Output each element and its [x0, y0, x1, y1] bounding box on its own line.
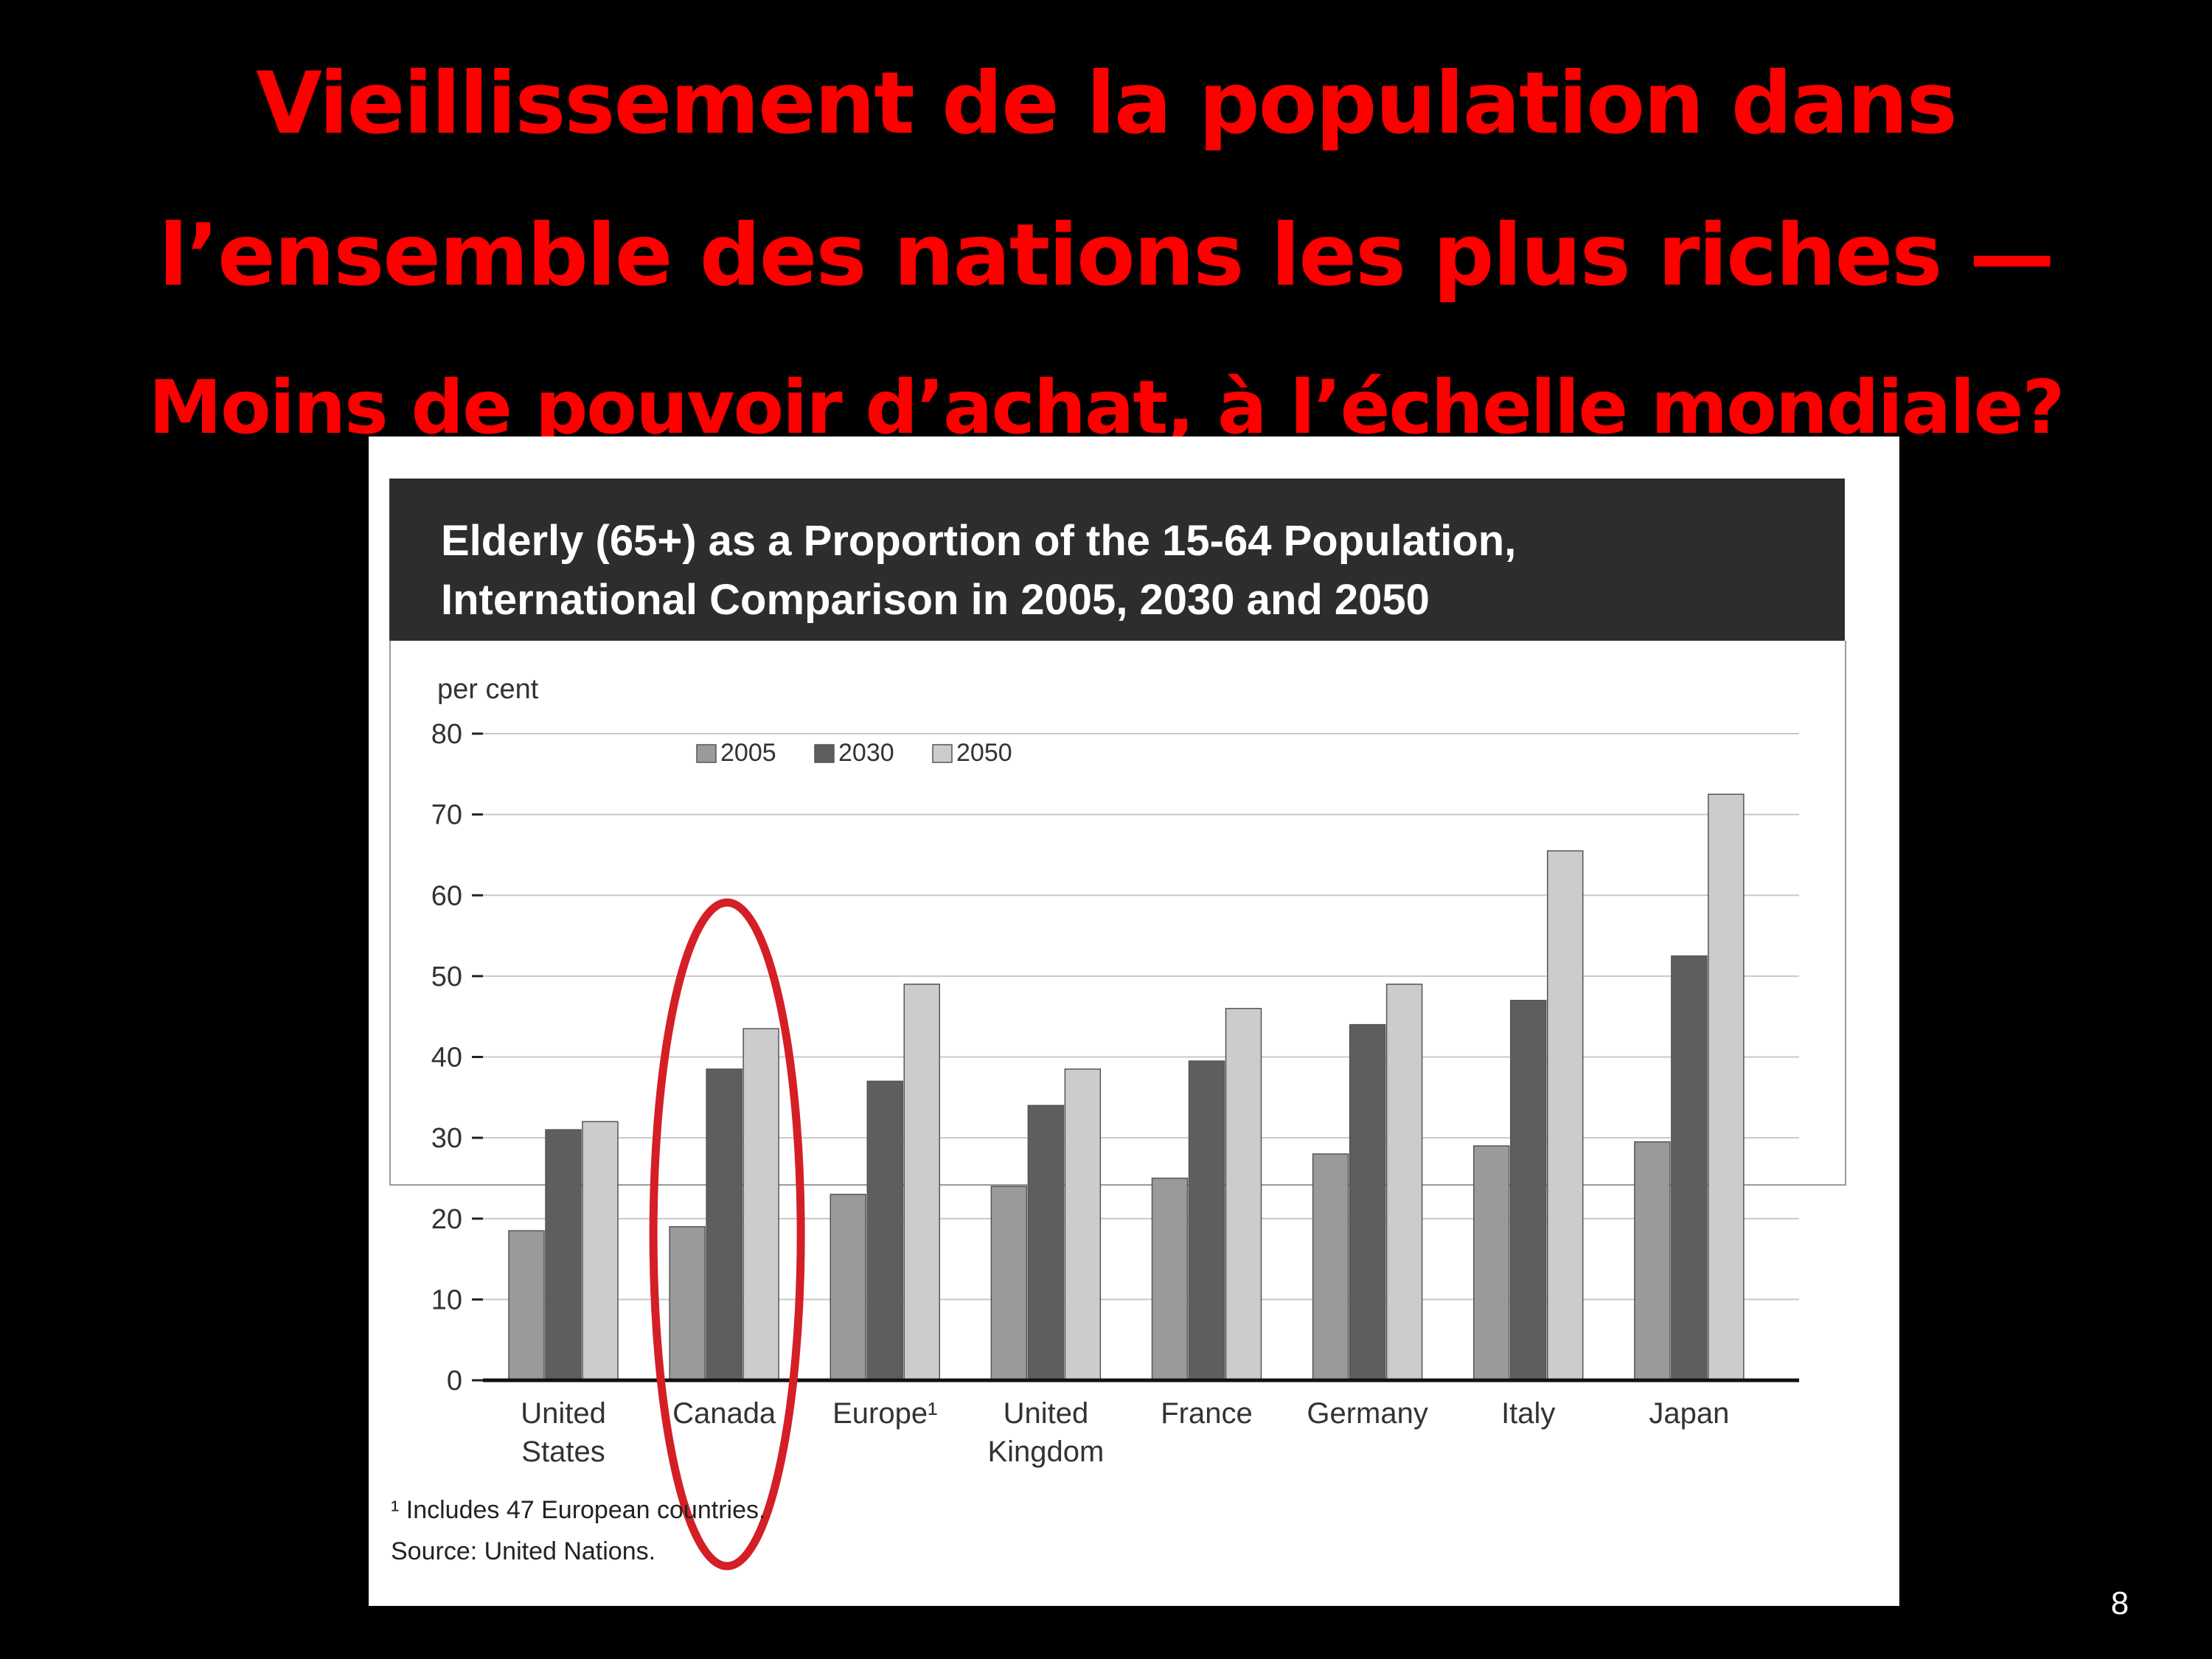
legend-swatch-2005 — [696, 744, 717, 763]
bar-2005 — [1473, 1145, 1510, 1381]
bar-2005 — [1312, 1153, 1349, 1381]
slide-title-main: Vieillissement de la population dans l’e… — [159, 54, 2055, 305]
chart-title-banner: Elderly (65+) as a Proportion of the 15-… — [389, 479, 1845, 641]
x-tick-label: Japan — [1649, 1397, 1729, 1430]
bar-2030 — [866, 1080, 903, 1381]
page-number: 8 — [2110, 1585, 2129, 1621]
legend-label-2050: 2050 — [956, 739, 1012, 767]
bar-2005 — [1634, 1141, 1671, 1381]
chart-figure: Elderly (65+) as a Proportion of the 15-… — [369, 437, 1899, 1606]
bar-2005 — [1151, 1178, 1189, 1381]
bar-2030 — [1027, 1105, 1065, 1381]
chart-frame — [389, 641, 1846, 1186]
x-tick-label: United States — [521, 1397, 606, 1468]
bar-2050 — [1547, 850, 1584, 1381]
bar-2030 — [545, 1129, 582, 1381]
x-tick-label: United Kingdom — [987, 1397, 1104, 1468]
bar-2030 — [1349, 1023, 1386, 1381]
y-tick-label: 80 — [431, 719, 462, 750]
bar-2050 — [1064, 1068, 1102, 1381]
x-tick-label: France — [1161, 1397, 1253, 1430]
slide-title-sub: Moins de pouvoir d’achat, à l’échelle mo… — [148, 364, 2065, 451]
y-tick-label: 50 — [431, 961, 462, 992]
legend-label-2005: 2005 — [720, 739, 776, 767]
chart-title: Elderly (65+) as a Proportion of the 15-… — [441, 517, 1517, 624]
legend-swatch-2030 — [814, 744, 835, 763]
y-tick-label: 20 — [431, 1204, 462, 1235]
x-tick-label: Italy — [1501, 1397, 1555, 1430]
bar-2030 — [1188, 1060, 1225, 1381]
y-tick-label: 10 — [431, 1284, 462, 1315]
bar-2005 — [508, 1230, 545, 1381]
bar-2005 — [830, 1194, 866, 1381]
bar-2050 — [1225, 1007, 1262, 1381]
bar-2050 — [1708, 793, 1745, 1381]
legend-swatch-2050 — [932, 744, 953, 763]
highlight-ellipse — [649, 898, 805, 1571]
slide-title: Vieillissement de la population dans l’e… — [44, 41, 2168, 493]
y-tick-label: 40 — [431, 1043, 462, 1074]
chart-source: Source: United Nations. — [391, 1537, 656, 1565]
x-tick-label: Europe¹ — [832, 1397, 937, 1430]
y-axis-label: per cent — [437, 674, 539, 705]
bar-2050 — [582, 1121, 619, 1381]
x-tick-label: Canada — [672, 1397, 776, 1430]
bar-2050 — [1385, 984, 1423, 1381]
y-tick-label: 60 — [431, 880, 462, 911]
y-tick-label: 70 — [431, 800, 462, 831]
bar-2005 — [669, 1225, 706, 1381]
bar-2050 — [903, 984, 940, 1381]
y-tick-label: 0 — [447, 1366, 462, 1397]
bar-2030 — [706, 1068, 742, 1381]
chart-footnote: ¹ Includes 47 European countries. — [391, 1496, 766, 1524]
bar-2030 — [1671, 955, 1708, 1381]
legend-label-2030: 2030 — [838, 739, 894, 767]
y-tick-label: 30 — [431, 1123, 462, 1154]
bar-2005 — [990, 1186, 1028, 1381]
bar-2050 — [742, 1028, 779, 1381]
bar-2030 — [1510, 1000, 1547, 1381]
x-tick-label: Germany — [1307, 1397, 1428, 1430]
